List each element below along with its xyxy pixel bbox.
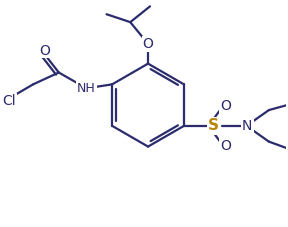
Text: O: O [39,44,50,58]
Text: S: S [208,118,219,133]
Text: O: O [143,37,154,51]
Text: N: N [242,119,252,133]
Text: NH: NH [77,82,96,95]
Text: O: O [220,99,231,113]
Text: O: O [220,139,231,153]
Text: Cl: Cl [3,94,16,108]
